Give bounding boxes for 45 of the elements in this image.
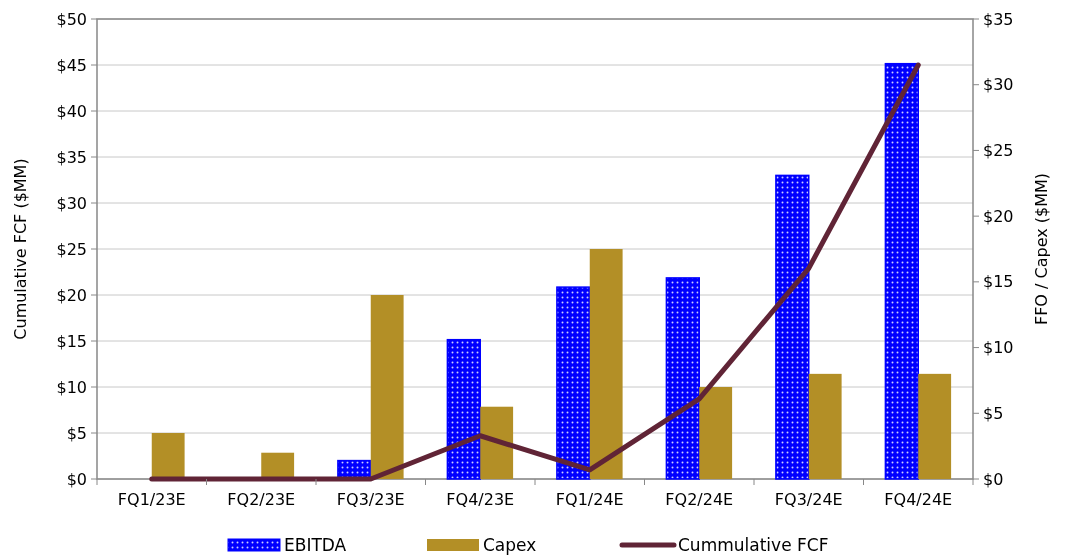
y2-tick-label: $10 — [983, 338, 1014, 358]
x-tick-label: FQ1/23E — [117, 490, 186, 509]
legend-label: Cummulative FCF — [678, 535, 829, 555]
y2-tick-label: $35 — [983, 9, 1014, 29]
y-axis-title: Cumulative FCF ($MM) — [11, 158, 30, 340]
bar — [446, 338, 481, 480]
y2-tick-label: $15 — [983, 272, 1014, 292]
y-tick-label: $35 — [56, 147, 87, 167]
y-tick-label: $0 — [66, 469, 87, 489]
bar — [261, 452, 295, 479]
x-tick-label: FQ4/24E — [884, 490, 953, 509]
x-tick-label: FQ2/23E — [227, 490, 296, 509]
legend-label: EBITDA — [284, 535, 347, 555]
bar — [370, 295, 404, 479]
bar — [884, 62, 919, 480]
y2-tick-label: $20 — [983, 206, 1014, 226]
y-tick-label: $15 — [56, 331, 87, 351]
x-tick-label: FQ2/24E — [665, 490, 734, 509]
bar — [775, 174, 810, 480]
bar — [918, 373, 952, 479]
x-tick-label: FQ1/24E — [555, 490, 624, 509]
y2-tick-label: $30 — [983, 75, 1014, 95]
y-tick-label: $50 — [56, 9, 87, 29]
y-tick-label: $5 — [66, 423, 87, 443]
x-tick-label: FQ3/24E — [774, 490, 843, 509]
y-tick-label: $20 — [56, 285, 87, 305]
x-tick-label: FQ4/23E — [446, 490, 515, 509]
x-tick-label: FQ3/23E — [336, 490, 405, 509]
y-tick-label: $40 — [56, 101, 87, 121]
y2-tick-label: $5 — [983, 403, 1004, 423]
bar — [808, 373, 842, 479]
bar — [151, 433, 185, 479]
y2-axis-title: FFO / Capex ($MM) — [1032, 172, 1051, 326]
bar — [589, 249, 623, 479]
y-tick-label: $25 — [56, 239, 87, 259]
y2-tick-label: $25 — [983, 141, 1014, 161]
legend-label: Capex — [483, 535, 537, 555]
bar — [665, 277, 700, 480]
y-tick-label: $30 — [56, 193, 87, 213]
y2-tick-label: $0 — [983, 469, 1004, 489]
bar — [556, 286, 591, 480]
bar — [480, 406, 514, 479]
y-tick-label: $45 — [56, 55, 87, 75]
bar — [699, 387, 733, 479]
y-tick-label: $10 — [56, 377, 87, 397]
